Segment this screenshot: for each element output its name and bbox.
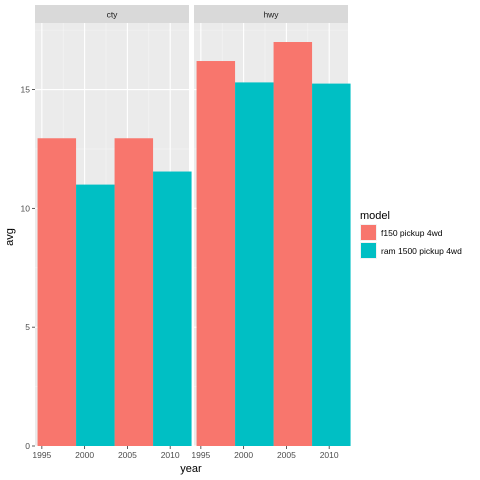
y-axis-title: avg [4,228,16,246]
legend-title: model [360,210,390,222]
x-tick-label: 2005 [118,450,137,460]
y-tick-label: 15 [21,85,31,95]
facet-strip [35,5,189,23]
x-tick-label: 2010 [320,450,339,460]
y-axis: 0 5 10 15 [21,85,35,451]
facet-strip-label: hwy [263,10,279,20]
x-tick-label: 2000 [75,450,94,460]
x-tick-label: 1995 [191,450,210,460]
bar-cty-1 [37,138,77,446]
facet-panel-hwy: hwy 1995 2000 2005 2010 [191,5,351,460]
legend-key-swatch [361,243,376,258]
facet-strip [194,5,348,23]
x-tick-label: 2010 [161,450,180,460]
x-tick-label: 2000 [234,450,253,460]
facet-strip-label: cty [107,10,119,20]
bar-hwy-1 [235,82,274,447]
bar-hwy-2 [312,83,351,446]
bar-cty-2 [153,171,192,447]
facet-panel-cty: cty 1995 2000 2005 2010 [32,5,192,460]
y-tick-label: 5 [25,322,30,332]
legend-label: f150 pickup 4wd [381,228,443,238]
y-tick-label: 0 [25,441,30,451]
bar-hwy-2 [273,42,313,447]
x-tick-label: 2005 [277,450,296,460]
bar-cty-2 [114,138,154,446]
legend-key-swatch [361,225,376,240]
x-axis-title: year [180,463,202,475]
legend-label: ram 1500 pickup 4wd [381,246,462,256]
bar-cty-1 [76,184,115,446]
legend: model f150 pickup 4wd ram 1500 pickup 4wd [360,210,462,259]
y-tick-label: 10 [21,203,31,213]
x-tick-label: 1995 [32,450,51,460]
bar-hwy-1 [196,61,236,447]
facets-group: cty 1995 2000 2005 2010 hwy 1995 2000 2005 2010 [32,5,351,460]
